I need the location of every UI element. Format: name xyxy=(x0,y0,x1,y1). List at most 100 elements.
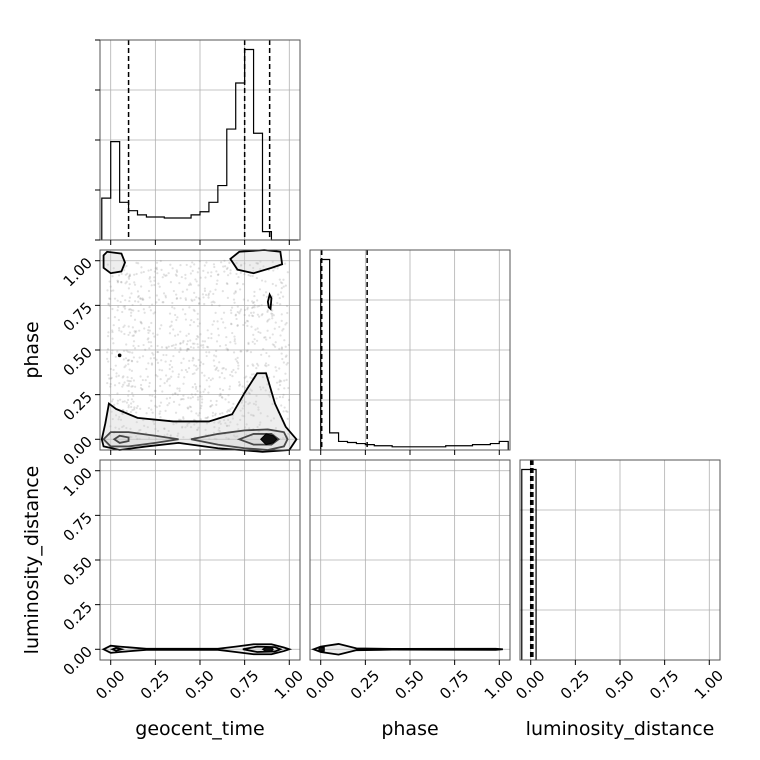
sample-point xyxy=(122,375,125,378)
sample-point xyxy=(174,411,178,414)
sample-point xyxy=(197,284,200,287)
sample-point xyxy=(112,342,115,345)
sample-point xyxy=(255,261,258,265)
sample-point xyxy=(215,399,218,403)
sample-point xyxy=(274,366,277,369)
sample-point xyxy=(153,389,156,392)
sample-point xyxy=(286,361,289,365)
sample-point xyxy=(230,323,233,326)
sample-point xyxy=(129,402,133,405)
sample-point xyxy=(201,340,204,343)
sample-point xyxy=(220,317,223,320)
sample-point xyxy=(202,346,205,349)
sample-point xyxy=(133,281,136,284)
y-tick-label: 1.00 xyxy=(60,464,96,500)
sample-point xyxy=(247,341,250,344)
sample-point xyxy=(161,301,164,304)
sample-point xyxy=(113,403,116,406)
sample-point xyxy=(122,305,125,308)
scatter-layer xyxy=(106,259,291,441)
sample-point xyxy=(266,383,269,386)
sample-point xyxy=(186,406,189,409)
sample-point xyxy=(264,389,267,392)
sample-point xyxy=(265,295,269,298)
sample-point xyxy=(205,416,209,420)
sample-point xyxy=(274,345,277,348)
sample-point xyxy=(286,311,289,315)
sample-point xyxy=(241,385,244,388)
sample-point xyxy=(176,387,179,390)
x-tick-label: 0.75 xyxy=(646,667,682,703)
sample-point xyxy=(171,306,174,309)
sample-point xyxy=(239,409,242,412)
sample-point xyxy=(257,406,260,409)
sample-point xyxy=(127,384,130,387)
sample-point xyxy=(285,409,288,413)
y-tick-label: 0.75 xyxy=(60,509,96,545)
sample-point xyxy=(279,281,283,284)
sample-point xyxy=(230,311,233,315)
sample-point xyxy=(228,409,231,413)
y-tick-label: 0.50 xyxy=(60,553,96,589)
sample-point xyxy=(202,344,205,347)
sample-point xyxy=(216,320,219,323)
sample-point xyxy=(171,267,174,270)
histogram-luminosity_distance xyxy=(521,468,537,660)
sample-point xyxy=(127,333,130,337)
sample-point xyxy=(159,384,162,388)
sample-point xyxy=(236,305,239,308)
y-tick-label: 1.00 xyxy=(60,254,96,290)
sample-point xyxy=(151,303,154,306)
sample-point xyxy=(193,418,196,421)
sample-point xyxy=(106,381,109,385)
sample-point xyxy=(222,311,226,314)
sample-point xyxy=(167,272,170,275)
sample-point xyxy=(246,308,249,311)
sample-point xyxy=(178,389,181,393)
sample-point xyxy=(121,400,124,403)
sample-point xyxy=(210,303,214,307)
sample-point xyxy=(189,405,192,409)
sample-point xyxy=(148,296,151,299)
sample-point xyxy=(284,284,287,287)
ticks-layer xyxy=(95,39,710,665)
sample-point xyxy=(208,437,211,440)
sample-point xyxy=(274,284,278,287)
sample-point xyxy=(116,399,120,402)
sample-point xyxy=(154,395,157,399)
x-tick-label: 0.50 xyxy=(601,667,637,703)
sample-point xyxy=(155,437,158,441)
sample-point xyxy=(185,349,189,352)
sample-point xyxy=(130,369,134,372)
sample-point xyxy=(186,422,189,425)
sample-point xyxy=(180,397,184,401)
sample-point xyxy=(131,351,134,354)
sample-point xyxy=(131,385,134,388)
sample-point xyxy=(122,349,126,353)
sample-point xyxy=(191,372,194,376)
sample-point xyxy=(279,291,283,294)
sample-point xyxy=(112,267,115,270)
sample-point xyxy=(271,282,274,286)
sample-point xyxy=(127,406,130,409)
sample-point xyxy=(162,292,166,295)
sample-point xyxy=(278,347,281,350)
sample-point xyxy=(273,344,276,347)
sample-point xyxy=(203,264,206,267)
sample-point xyxy=(231,406,234,409)
sample-point xyxy=(122,424,125,428)
sample-point xyxy=(124,282,127,285)
sample-point xyxy=(251,300,254,303)
sample-point xyxy=(128,368,131,371)
sample-point xyxy=(121,385,124,388)
sample-point xyxy=(193,342,196,345)
sample-point xyxy=(164,294,167,297)
sample-point xyxy=(212,263,216,266)
sample-point xyxy=(267,393,270,397)
sample-point xyxy=(273,327,276,330)
sample-point xyxy=(232,351,236,354)
sample-point xyxy=(264,336,267,339)
sample-point xyxy=(130,292,133,295)
sample-point xyxy=(135,421,138,424)
sample-point xyxy=(262,265,265,268)
